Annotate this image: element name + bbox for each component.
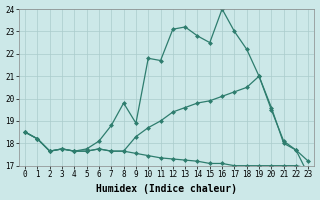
X-axis label: Humidex (Indice chaleur): Humidex (Indice chaleur)	[96, 184, 237, 194]
